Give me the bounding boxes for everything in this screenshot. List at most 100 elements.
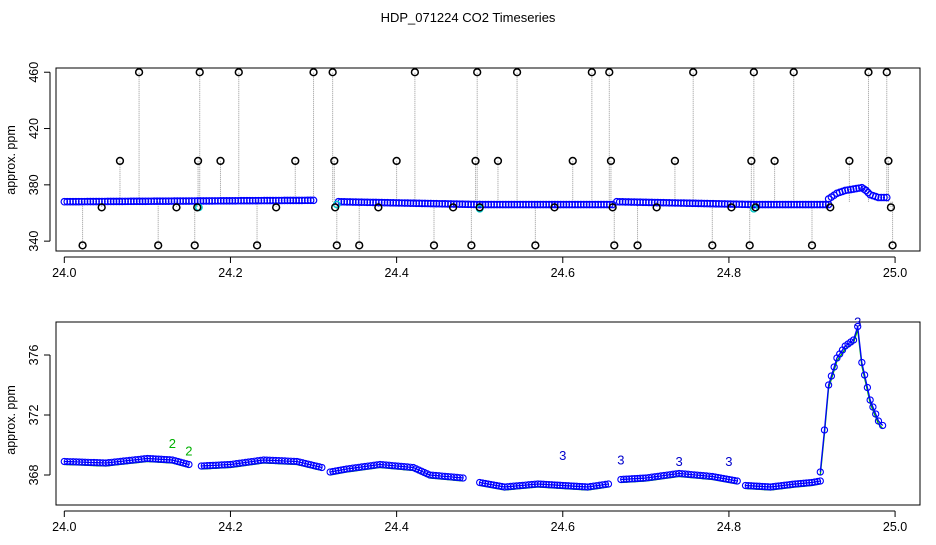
series-point — [783, 481, 791, 489]
outlier-point — [531, 241, 540, 250]
series-3-label: 3 — [725, 454, 732, 469]
baseline-point — [513, 200, 522, 209]
bottom-plot-frame — [55, 321, 921, 506]
bump-point — [877, 193, 886, 202]
series-point — [570, 482, 578, 490]
series-point — [874, 417, 883, 425]
series-3-label: 3 — [854, 315, 861, 330]
series-point — [800, 479, 808, 487]
bottom-x-tick-label: 24.0 — [52, 520, 76, 534]
series-point — [791, 480, 800, 488]
baseline-point — [118, 197, 127, 206]
baseline-point — [306, 196, 315, 205]
series-point — [788, 480, 797, 488]
baseline-point — [219, 197, 228, 205]
baseline-point — [784, 200, 793, 209]
series-point — [617, 475, 625, 484]
baseline-point — [77, 197, 86, 206]
top-ylabel: approx. ppm — [4, 125, 18, 194]
series-point — [633, 474, 642, 483]
baseline-point — [280, 196, 289, 205]
baseline-point — [400, 199, 409, 207]
bottom-y-tick-label: 376 — [27, 345, 41, 366]
baseline-point — [801, 200, 810, 209]
outlier-point — [172, 203, 181, 212]
baseline-point — [92, 197, 100, 206]
baseline-point — [248, 196, 257, 205]
top-y-tick-label: 420 — [27, 118, 41, 139]
baseline-point — [298, 196, 306, 205]
top-marks — [60, 68, 897, 250]
outlier-point — [410, 68, 420, 77]
baseline-point — [112, 197, 121, 206]
baseline-point — [360, 198, 369, 207]
series-point — [794, 480, 802, 488]
baseline-point — [435, 199, 444, 208]
baseline-point — [449, 200, 458, 208]
outlier-point — [234, 68, 243, 77]
series-point — [869, 403, 877, 411]
series-point — [625, 475, 633, 483]
baseline-point — [164, 197, 173, 205]
baseline-point — [490, 200, 498, 209]
baseline-point — [357, 198, 366, 206]
series-point — [318, 463, 326, 472]
baseline-point — [412, 199, 421, 208]
baseline-point — [409, 199, 418, 208]
baseline-point — [289, 196, 298, 205]
series-point — [548, 481, 556, 489]
bump-point — [841, 186, 850, 195]
outlier-point — [272, 203, 281, 212]
cyan-point — [749, 204, 758, 213]
outlier-point — [886, 203, 896, 212]
baseline-point — [286, 196, 295, 205]
baseline-point — [217, 197, 225, 205]
baseline-point — [369, 198, 377, 207]
bump-point — [880, 193, 888, 202]
baseline-point — [127, 197, 135, 206]
outlier-point — [355, 241, 364, 250]
baseline-point — [80, 197, 89, 206]
baseline-point — [349, 198, 357, 206]
series-point — [858, 358, 866, 367]
series-point — [572, 482, 581, 490]
baseline-point — [182, 197, 190, 205]
outlier-point — [252, 241, 262, 250]
series-point — [820, 426, 829, 434]
outlier-point — [154, 241, 163, 250]
baseline-point — [562, 200, 571, 209]
outlier-point — [610, 241, 619, 250]
series-3-label: 3 — [675, 454, 682, 469]
top-x-tick-label: 24.6 — [551, 266, 575, 280]
bump-point — [844, 186, 852, 194]
baseline-point — [156, 197, 164, 205]
outlier-point — [309, 68, 318, 77]
outlier-point — [826, 203, 835, 212]
series-point — [764, 483, 772, 491]
baseline-point — [798, 200, 807, 209]
series-point — [730, 476, 739, 485]
bottom-y-tick-label: 368 — [27, 465, 41, 486]
baseline-point — [525, 200, 533, 209]
series-point — [628, 475, 636, 483]
bottom-ylabel: approx. ppm — [4, 385, 18, 454]
series-point — [559, 481, 567, 490]
baseline-point — [115, 197, 124, 206]
outlier-point — [708, 241, 717, 250]
series-point — [149, 455, 157, 463]
baseline-point — [147, 197, 156, 206]
series-point — [769, 483, 777, 491]
outlier-point — [193, 156, 203, 166]
baseline-point — [458, 200, 467, 209]
series-3-label: 3 — [617, 453, 624, 468]
baseline-point — [176, 197, 185, 205]
baseline-point — [135, 197, 144, 206]
baseline-point — [159, 197, 167, 205]
outlier-point — [751, 203, 760, 212]
series-point — [154, 455, 163, 463]
outlier-point — [115, 156, 125, 166]
baseline-point — [292, 196, 300, 205]
baseline-point — [461, 200, 470, 209]
top-x-tick-label: 24.0 — [52, 266, 76, 280]
baseline-point — [527, 200, 536, 209]
